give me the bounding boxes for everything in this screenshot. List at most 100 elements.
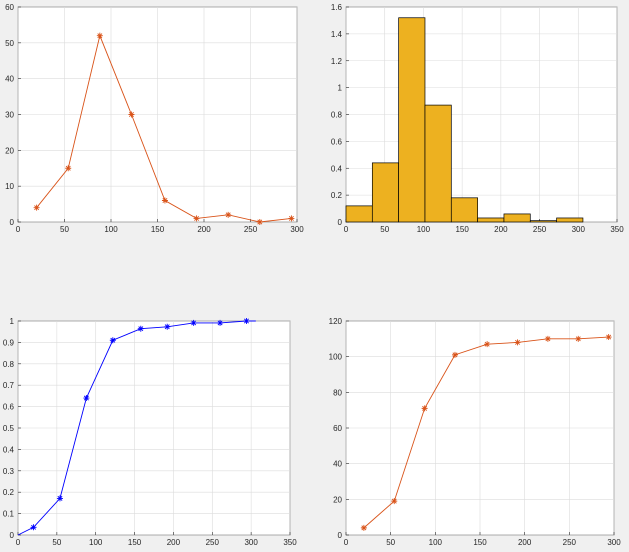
y-tick-label: 0.2 (331, 191, 343, 200)
x-tick-label: 50 (386, 538, 395, 547)
data-point (193, 215, 200, 222)
y-tick-label: 40 (5, 75, 14, 84)
x-tick-label: 150 (473, 538, 487, 547)
x-tick-label: 300 (607, 538, 621, 547)
data-point (83, 395, 90, 402)
histogram-bar (450, 197, 478, 223)
y-tick-label: 120 (329, 317, 343, 326)
data-point (96, 32, 103, 39)
y-tick-label: 50 (5, 39, 14, 48)
data-point (288, 215, 295, 222)
data-point (137, 325, 144, 332)
x-tick-label: 150 (455, 225, 469, 234)
histogram-bar (424, 104, 452, 223)
x-tick-label: 100 (104, 225, 118, 234)
data-point (421, 405, 428, 412)
data-point (30, 524, 37, 531)
data-point (243, 318, 250, 324)
data-point (164, 323, 171, 330)
data-point (217, 319, 224, 326)
y-tick-label: 0.2 (3, 488, 15, 497)
data-point (128, 111, 135, 118)
data-point (484, 341, 491, 348)
data-point (605, 334, 612, 341)
data-point (225, 211, 232, 218)
y-tick-label: 0.9 (3, 338, 15, 347)
x-tick-label: 150 (151, 225, 165, 234)
x-tick-label: 0 (344, 225, 349, 234)
y-tick-label: 1.2 (331, 57, 343, 66)
y-tick-label: 0.4 (331, 164, 343, 173)
x-tick-label: 0 (16, 225, 21, 234)
x-tick-label: 300 (244, 538, 258, 547)
x-tick-label: 250 (533, 225, 547, 234)
data-point (391, 498, 398, 505)
x-tick-label: 250 (244, 225, 258, 234)
x-tick-label: 350 (610, 225, 624, 234)
data-point (256, 219, 263, 225)
y-tick-label: 0.7 (3, 381, 15, 390)
y-tick-label: 0.8 (331, 111, 343, 120)
x-tick-label: 100 (417, 225, 431, 234)
y-tick-label: 60 (5, 3, 14, 12)
histogram-bar (503, 213, 531, 223)
data-point (451, 351, 458, 358)
y-tick-label: 0 (10, 531, 15, 540)
y-tick-label: 0.3 (3, 467, 15, 476)
data-point (33, 204, 40, 211)
y-tick-label: 0.1 (3, 510, 15, 519)
y-tick-label: 0 (338, 218, 343, 227)
x-tick-label: 250 (206, 538, 220, 547)
x-tick-label: 50 (60, 225, 69, 234)
x-tick-label: 200 (167, 538, 181, 547)
x-tick-label: 300 (572, 225, 586, 234)
x-tick-label: 100 (89, 538, 103, 547)
y-tick-label: 0 (338, 531, 343, 540)
y-tick-label: 1.4 (331, 30, 343, 39)
x-tick-label: 250 (563, 538, 577, 547)
y-tick-label: 20 (333, 495, 342, 504)
y-tick-label: 0.5 (3, 424, 15, 433)
y-tick-label: 60 (333, 424, 342, 433)
data-point (109, 337, 116, 344)
data-point (544, 335, 551, 342)
y-tick-label: 0.6 (331, 137, 343, 146)
x-tick-label: 150 (128, 538, 142, 547)
x-tick-label: 50 (380, 225, 389, 234)
y-tick-label: 1 (338, 84, 343, 93)
data-point (575, 335, 582, 342)
x-tick-label: 200 (197, 225, 211, 234)
x-tick-label: 200 (494, 225, 508, 234)
y-tick-label: 0.6 (3, 403, 15, 412)
x-tick-label: 0 (16, 538, 21, 547)
data-point (190, 319, 197, 326)
x-tick-label: 200 (518, 538, 532, 547)
y-tick-label: 0.8 (3, 360, 15, 369)
x-tick-label: 300 (290, 225, 304, 234)
data-point (514, 339, 521, 346)
x-tick-label: 100 (429, 538, 443, 547)
y-tick-label: 100 (329, 353, 343, 362)
y-tick-label: 40 (333, 460, 342, 469)
data-point (56, 495, 63, 502)
y-tick-label: 0 (10, 218, 15, 227)
y-tick-label: 30 (5, 111, 14, 120)
histogram-bar (398, 17, 426, 223)
y-tick-label: 0.4 (3, 445, 15, 454)
x-tick-label: 50 (52, 538, 61, 547)
y-tick-label: 80 (333, 388, 342, 397)
data-point (360, 524, 367, 531)
y-tick-label: 10 (5, 182, 14, 191)
y-tick-label: 1.6 (331, 3, 343, 12)
data-point (161, 197, 168, 204)
x-tick-label: 0 (344, 538, 349, 547)
y-tick-label: 1 (10, 317, 15, 326)
x-tick-label: 350 (283, 538, 297, 547)
data-point (65, 165, 72, 172)
histogram-bar (556, 217, 584, 223)
y-tick-label: 20 (5, 146, 14, 155)
